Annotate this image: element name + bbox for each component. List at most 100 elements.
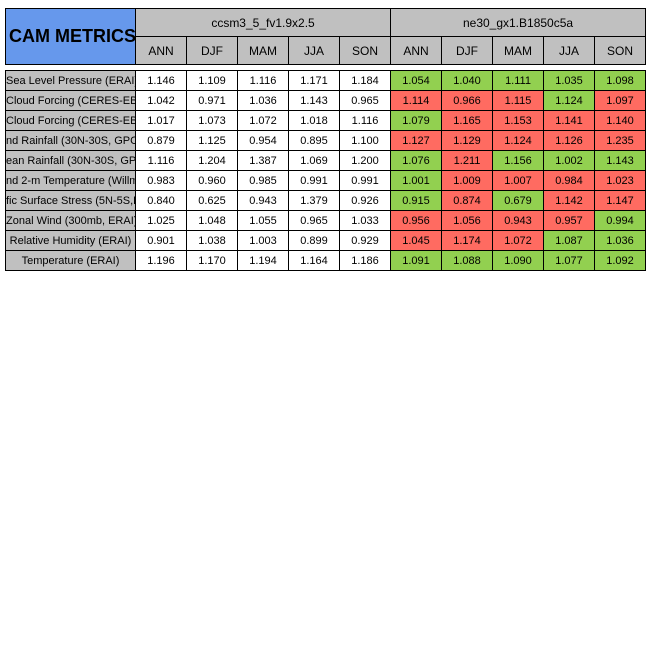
value-cell-ne30-red: 1.129 bbox=[441, 130, 494, 151]
value-cell-ccsm3: 1.116 bbox=[237, 70, 289, 91]
value-cell-ne30-red: 1.114 bbox=[390, 90, 443, 111]
value-cell-ne30-red: 1.009 bbox=[441, 170, 494, 191]
value-cell-ne30-red: 1.235 bbox=[594, 130, 647, 151]
value-cell-ne30-green: 1.091 bbox=[390, 250, 443, 271]
value-cell-ne30-green: 0.994 bbox=[594, 210, 647, 231]
value-cell-ne30-green: 1.124 bbox=[543, 90, 596, 111]
value-cell-ne30-green: 1.040 bbox=[441, 70, 494, 91]
value-cell-ne30-red: 0.874 bbox=[441, 190, 494, 211]
value-cell-ne30-green: 1.002 bbox=[543, 150, 596, 171]
value-cell-ccsm3: 1.017 bbox=[135, 110, 187, 131]
value-cell-ne30-green: 1.111 bbox=[492, 70, 545, 91]
value-cell-ne30-red: 0.984 bbox=[543, 170, 596, 191]
value-cell-ne30-green: 1.090 bbox=[492, 250, 545, 271]
value-cell-ne30-green: 1.035 bbox=[543, 70, 596, 91]
value-cell-ccsm3: 1.033 bbox=[338, 210, 392, 231]
value-cell-ne30-red: 1.097 bbox=[594, 90, 647, 111]
table-row: Cloud Forcing (CERES-EB 1.017 1.073 1.072 1.… bbox=[5, 110, 647, 131]
value-cell-ne30-red: 1.127 bbox=[390, 130, 443, 151]
page-wrapper: CAM METRICS ccsm3_5_fv1.9x2.5 ne30_gx1.B… bbox=[0, 0, 648, 271]
table-row: ean Rainfall (30N-30S, GPC 1.116 1.204 1.38… bbox=[5, 150, 647, 171]
row-label: Zonal Wind (300mb, ERAI) bbox=[5, 210, 136, 231]
value-cell-ccsm3: 1.072 bbox=[237, 110, 289, 131]
value-cell-ccsm3: 1.025 bbox=[135, 210, 187, 231]
value-cell-ne30-green: 1.092 bbox=[594, 250, 647, 271]
value-cell-ne30-green: 1.087 bbox=[543, 230, 596, 251]
value-cell-ccsm3: 0.971 bbox=[186, 90, 238, 111]
value-cell-ccsm3: 1.143 bbox=[288, 90, 340, 111]
value-cell-ne30-red: 0.957 bbox=[543, 210, 596, 231]
row-label: nd Rainfall (30N-30S, GPC bbox=[5, 130, 136, 151]
row-label: Temperature (ERAI) bbox=[5, 250, 136, 271]
value-cell-ccsm3: 1.379 bbox=[288, 190, 340, 211]
table-row: nd 2-m Temperature (Willm 0.983 0.960 0.985… bbox=[5, 170, 647, 191]
table-row: nd Rainfall (30N-30S, GPC 0.879 1.125 0.954… bbox=[5, 130, 647, 151]
value-cell-ne30-red: 1.141 bbox=[543, 110, 596, 131]
season-header-ann-1: ANN bbox=[390, 36, 443, 65]
table-row: Temperature (ERAI) 1.196 1.170 1.194 1.164 1.… bbox=[5, 250, 647, 271]
table-body: Sea Level Pressure (ERAI) 1.146 1.109 1.116… bbox=[5, 70, 647, 271]
value-cell-ne30-green: 1.036 bbox=[594, 230, 647, 251]
value-cell-ne30-green: 1.054 bbox=[390, 70, 443, 91]
model-header-row: CAM METRICS ccsm3_5_fv1.9x2.5 ne30_gx1.B… bbox=[5, 8, 647, 65]
value-cell-ne30-red: 1.147 bbox=[594, 190, 647, 211]
value-cell-ccsm3: 1.042 bbox=[135, 90, 187, 111]
value-cell-ccsm3: 1.069 bbox=[288, 150, 340, 171]
season-header-mam-0: MAM bbox=[237, 36, 289, 65]
value-cell-ne30-green: 1.098 bbox=[594, 70, 647, 91]
value-cell-ccsm3: 0.879 bbox=[135, 130, 187, 151]
value-cell-ccsm3: 1.164 bbox=[288, 250, 340, 271]
value-cell-ne30-green: 1.088 bbox=[441, 250, 494, 271]
value-cell-ne30-red: 1.153 bbox=[492, 110, 545, 131]
value-cell-ne30-red: 0.943 bbox=[492, 210, 545, 231]
spacer-row bbox=[5, 64, 646, 71]
value-cell-ccsm3: 0.625 bbox=[186, 190, 238, 211]
value-cell-ccsm3: 0.899 bbox=[288, 230, 340, 251]
value-cell-ne30-green: 1.079 bbox=[390, 110, 443, 131]
value-cell-ne30-red: 1.056 bbox=[441, 210, 494, 231]
value-cell-ccsm3: 0.965 bbox=[338, 90, 392, 111]
value-cell-ccsm3: 1.146 bbox=[135, 70, 187, 91]
season-header-djf-0: DJF bbox=[186, 36, 238, 65]
row-label: nd 2-m Temperature (Willm bbox=[5, 170, 136, 191]
season-header-jja-1: JJA bbox=[543, 36, 596, 65]
value-cell-ccsm3: 0.991 bbox=[288, 170, 340, 191]
table-row: Cloud Forcing (CERES-EB 1.042 0.971 1.036 1.… bbox=[5, 90, 647, 111]
value-cell-ccsm3: 0.926 bbox=[338, 190, 392, 211]
value-cell-ccsm3: 0.943 bbox=[237, 190, 289, 211]
row-label: Sea Level Pressure (ERAI) bbox=[5, 70, 136, 91]
value-cell-ccsm3: 1.055 bbox=[237, 210, 289, 231]
value-cell-ccsm3: 0.960 bbox=[186, 170, 238, 191]
value-cell-ne30-green: 1.077 bbox=[543, 250, 596, 271]
value-cell-ccsm3: 1.196 bbox=[135, 250, 187, 271]
value-cell-ccsm3: 0.840 bbox=[135, 190, 187, 211]
value-cell-ccsm3: 0.985 bbox=[237, 170, 289, 191]
value-cell-ccsm3: 1.200 bbox=[338, 150, 392, 171]
table-row: Zonal Wind (300mb, ERAI) 1.025 1.048 1.055 0… bbox=[5, 210, 647, 231]
table-row: Sea Level Pressure (ERAI) 1.146 1.109 1.116… bbox=[5, 70, 647, 91]
season-header-djf-1: DJF bbox=[441, 36, 494, 65]
value-cell-ccsm3: 1.073 bbox=[186, 110, 238, 131]
value-cell-ne30-red: 1.045 bbox=[390, 230, 443, 251]
season-header-row: ANN DJF MAM JJA SON ANN DJF MAM JJA SON bbox=[6, 36, 647, 65]
value-cell-ne30-red: 1.124 bbox=[492, 130, 545, 151]
table-row: fic Surface Stress (5N-5S,E 0.840 0.625 0.9… bbox=[5, 190, 647, 211]
value-cell-ccsm3: 1.048 bbox=[186, 210, 238, 231]
value-cell-ne30-red: 0.956 bbox=[390, 210, 443, 231]
row-label: Relative Humidity (ERAI) bbox=[5, 230, 136, 251]
value-cell-ne30-red: 1.140 bbox=[594, 110, 647, 131]
value-cell-ne30-red: 1.142 bbox=[543, 190, 596, 211]
table-row: Relative Humidity (ERAI) 0.901 1.038 1.003 0… bbox=[5, 230, 647, 251]
value-cell-ccsm3: 1.204 bbox=[186, 150, 238, 171]
value-cell-ccsm3: 0.991 bbox=[338, 170, 392, 191]
value-cell-ne30-red: 1.165 bbox=[441, 110, 494, 131]
value-cell-ccsm3: 1.171 bbox=[288, 70, 340, 91]
season-header-ann-0: ANN bbox=[135, 36, 187, 65]
value-cell-ne30-red: 1.115 bbox=[492, 90, 545, 111]
season-header-jja-0: JJA bbox=[288, 36, 340, 65]
value-cell-ccsm3: 1.194 bbox=[237, 250, 289, 271]
value-cell-ne30-red: 1.072 bbox=[492, 230, 545, 251]
value-cell-ccsm3: 0.983 bbox=[135, 170, 187, 191]
value-cell-ccsm3: 1.036 bbox=[237, 90, 289, 111]
value-cell-ccsm3: 1.170 bbox=[186, 250, 238, 271]
